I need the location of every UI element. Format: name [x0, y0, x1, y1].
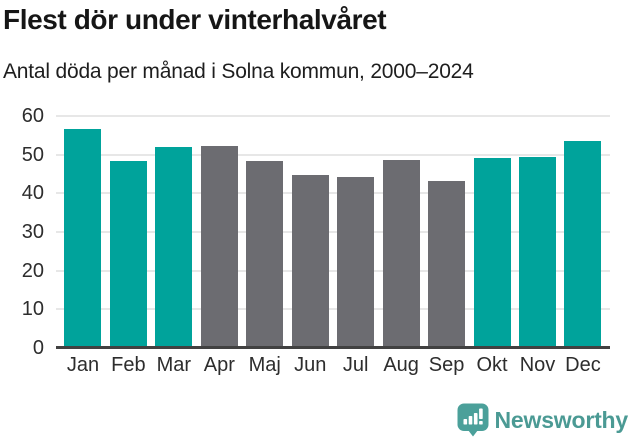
gridline: [56, 153, 610, 156]
bar-sep: [428, 180, 466, 348]
x-axis: Jan Feb Mar Apr Maj Jun Jul Aug Sep Okt Nov Dec: [56, 354, 610, 377]
x-tick-label-nov: Nov: [519, 354, 556, 376]
bar-dec: [564, 141, 602, 348]
y-tick-label: 0: [32, 337, 44, 359]
x-tick-label-mar: Mar: [156, 354, 192, 376]
x-axis-line: [56, 346, 610, 349]
x-tick-label-feb: Feb: [111, 354, 146, 376]
x-tick-label-okt: Okt: [476, 354, 508, 376]
gridline: [56, 115, 610, 117]
gridline: [56, 192, 610, 195]
x-tick-label-maj: Maj: [248, 354, 281, 376]
x-tick-label-jul: Jul: [342, 354, 369, 376]
y-tick-label: 60: [21, 105, 44, 127]
y-axis: 0 10 20 30 40 50 60: [0, 0, 44, 400]
y-tick-label: 10: [21, 298, 44, 321]
bar-jun: [291, 175, 329, 348]
chart-subtitle: Antal döda per månad i Solna kommun, 200…: [3, 60, 474, 83]
gridline: [56, 231, 610, 233]
bar-maj: [246, 161, 284, 348]
newsworthy-logo-icon: [457, 403, 489, 437]
y-tick-label: 40: [21, 182, 44, 205]
x-tick-label-aug: Aug: [383, 354, 419, 376]
bar-jan: [64, 128, 102, 348]
x-tick-label-dec: Dec: [565, 354, 601, 376]
bar-apr: [200, 146, 238, 348]
y-tick-label: 20: [21, 259, 44, 282]
x-tick-label-apr: Apr: [203, 354, 235, 376]
plot-area: [56, 115, 610, 349]
bar-series: [56, 116, 610, 348]
bar-jul: [337, 176, 375, 348]
x-tick-label-jun: Jun: [294, 354, 327, 376]
bar-nov: [518, 157, 556, 348]
bar-aug: [382, 160, 420, 348]
newsworthy-logo: Newsworthy: [457, 403, 628, 437]
y-tick-label: 50: [21, 143, 44, 166]
gridline: [56, 269, 610, 272]
x-tick-label-jan: Jan: [66, 354, 100, 376]
x-tick-label-sep: Sep: [428, 354, 465, 376]
bar-feb: [109, 160, 147, 348]
bar-mar: [155, 147, 193, 348]
bar-okt: [473, 158, 511, 348]
newsworthy-logo-text: Newsworthy: [494, 406, 629, 433]
chart-title: Flest dör under vinterhalvåret: [3, 4, 387, 35]
gridline: [56, 308, 610, 311]
y-tick-label: 30: [21, 221, 44, 243]
